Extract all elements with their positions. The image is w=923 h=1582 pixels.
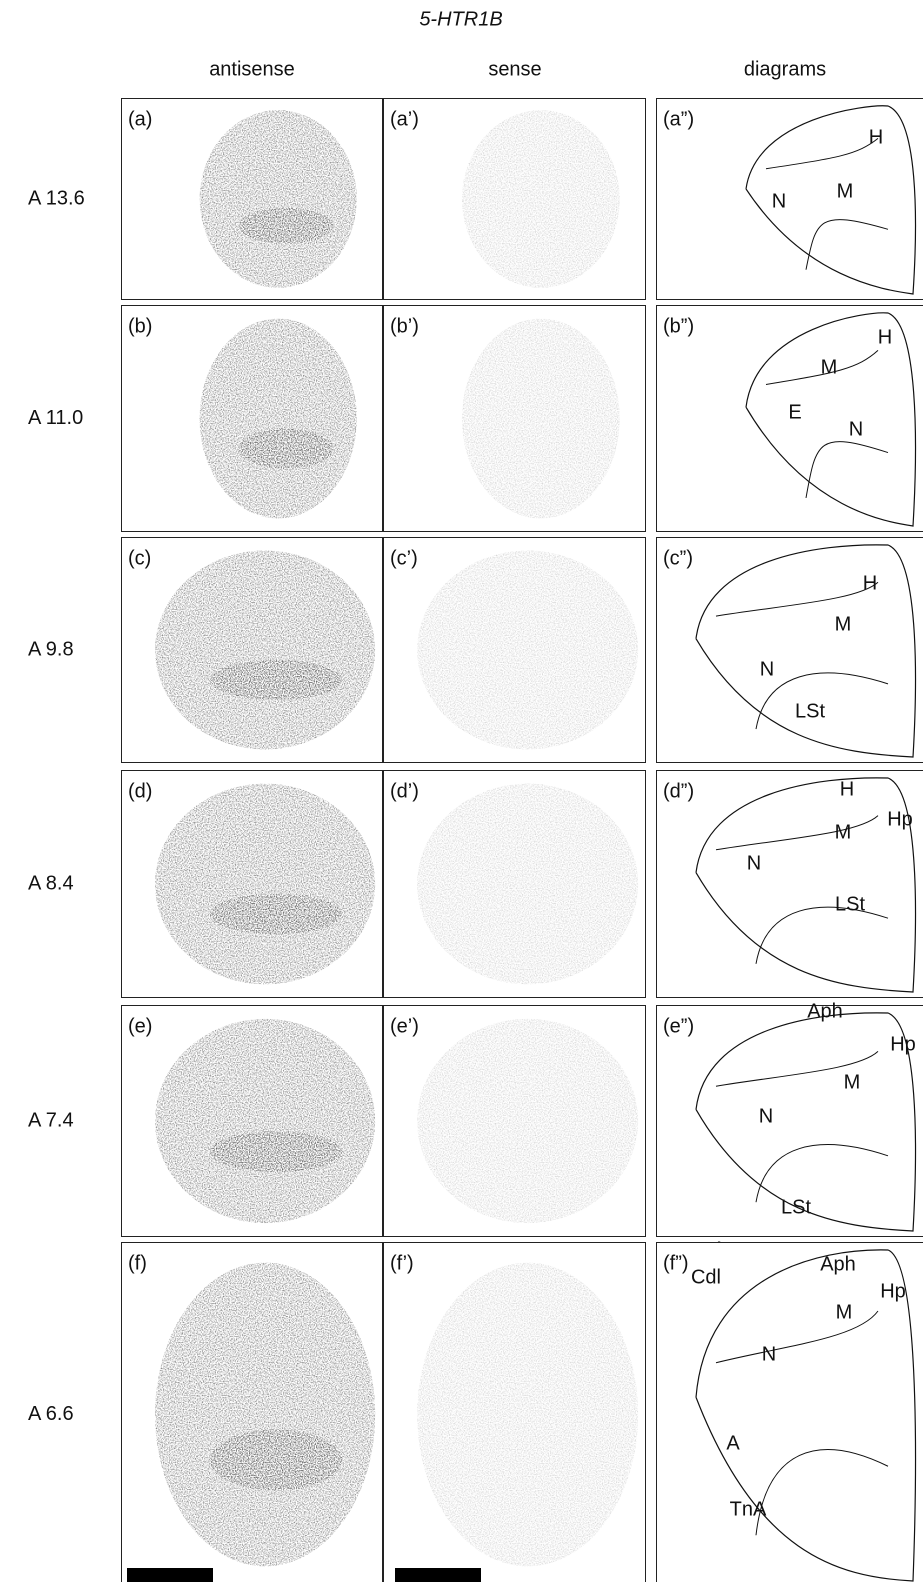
panel-label: (a’) [390,108,419,130]
panel-label: (d) [128,780,152,802]
scale-bar [395,1568,481,1582]
figure-title: 5-HTR1B [419,8,502,30]
panel-label: (f’) [390,1252,414,1274]
panel-label: (a) [128,108,152,130]
panel-label: (c’) [390,547,418,569]
column-header: diagrams [744,58,826,80]
region-label: M [835,821,852,843]
tissue-section [462,319,620,519]
panel-label: (e’) [390,1015,419,1037]
tissue-band [210,1430,342,1491]
region-label: Hp [890,1033,916,1055]
row-label: A 8.4 [28,872,74,894]
row-label: A 7.4 [28,1109,74,1131]
column-header: antisense [209,58,295,80]
panel-label: (f”) [663,1252,689,1274]
tissue-section [155,1263,375,1567]
region-label: Aph [820,1253,856,1275]
region-label: Hp [887,808,913,830]
panel-label: (e”) [663,1015,694,1037]
region-label: N [772,190,786,212]
tissue-section [417,1263,638,1567]
region-label: LSt [795,700,825,722]
region-label: N [759,1105,773,1127]
tissue-band [239,428,333,468]
region-label: LSt [835,893,865,915]
tissue-section [417,784,638,985]
panel-label: (b”) [663,315,694,337]
region-label: Hp [880,1280,906,1302]
panel-frame [657,771,923,998]
row-label: A 6.6 [28,1403,74,1425]
panel-label: (c”) [663,547,693,569]
figure: 5-HTR1B antisense sense diagrams A 13.6 (a) (… [0,0,923,1582]
panel-label: (d’) [390,780,419,802]
region-label: A [726,1432,740,1454]
region-label: M [844,1071,861,1093]
tissue-section [200,110,357,288]
panel-label: (d”) [663,780,694,802]
tissue-section [155,784,375,985]
tissue-band [239,208,333,244]
region-label: LSt [781,1196,811,1218]
region-label: M [837,180,854,202]
row-label: A 9.8 [28,638,74,660]
region-label: N [760,658,774,680]
region-label: Aph [807,1000,843,1022]
panel-label: (f) [128,1252,147,1274]
scale-bar [127,1568,213,1582]
tissue-section [417,551,638,750]
region-label: N [747,852,761,874]
region-label: E [788,401,801,423]
region-label: H [840,778,854,800]
tissue-band [210,1131,342,1172]
tissue-band [210,894,342,934]
panel-frame [657,538,923,763]
region-label: H [878,326,892,348]
panel-label: (b’) [390,315,419,337]
panel-label: (c) [128,547,151,569]
row-label: A 11.0 [28,407,83,429]
panel-label: (a”) [663,108,694,130]
panel-label: (e) [128,1015,152,1037]
tissue-section [200,319,357,519]
panel-label: (b) [128,315,152,337]
region-label: N [762,1343,776,1365]
region-label: N [849,418,863,440]
region-label: M [835,613,852,635]
region-label: H [863,572,877,594]
tissue-section [417,1019,638,1223]
tissue-section [462,110,620,288]
tissue-section [155,1019,375,1223]
region-label: H [869,126,883,148]
region-label: M [836,1301,853,1323]
region-label: TnA [730,1498,767,1520]
region-label: M [821,356,838,378]
column-header: sense [488,58,541,80]
tissue-section [155,551,375,750]
row-label: A 13.6 [28,187,85,209]
tissue-band [210,660,342,700]
region-label: Cdl [691,1266,721,1288]
